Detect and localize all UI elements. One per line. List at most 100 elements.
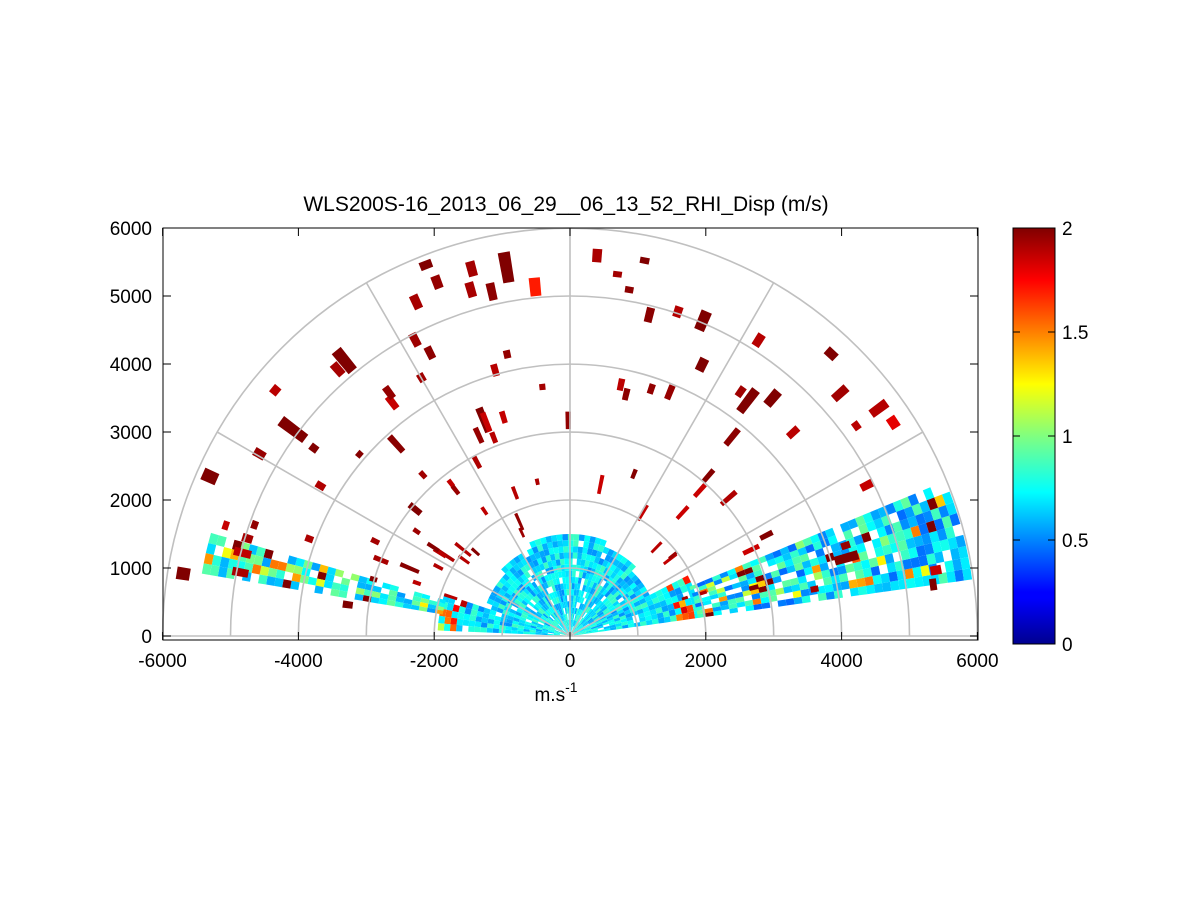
high-value-segment <box>650 541 663 554</box>
data-cell <box>581 620 588 626</box>
data-cell <box>876 526 888 538</box>
high-value-segment <box>840 540 851 551</box>
data-cell <box>513 555 521 564</box>
data-cell <box>938 505 950 518</box>
data-cell <box>553 633 560 635</box>
data-cell <box>259 565 270 576</box>
data-cell <box>595 608 602 614</box>
data-cell <box>555 577 561 585</box>
data-cell <box>636 608 644 615</box>
data-cell <box>595 620 602 625</box>
data-cell <box>657 617 665 624</box>
data-cell <box>536 601 543 608</box>
high-value-segment <box>734 385 747 399</box>
data-cell <box>513 617 520 623</box>
data-cell <box>879 535 890 547</box>
data-cell <box>577 577 582 584</box>
data-cell <box>560 622 565 628</box>
high-value-segment <box>485 282 498 302</box>
data-cell <box>570 626 573 633</box>
data-cell <box>926 497 939 511</box>
high-value-segment <box>639 256 650 265</box>
data-cell <box>543 588 549 596</box>
data-cell <box>537 623 544 627</box>
data-cell <box>560 595 564 603</box>
data-cell <box>481 617 489 624</box>
data-cell <box>619 599 627 607</box>
data-cell <box>651 618 659 625</box>
data-cell <box>797 575 807 584</box>
data-cell <box>578 596 583 603</box>
chart-title: WLS200S-16_2013_06_29__06_13_52_RHI_Disp… <box>303 193 828 216</box>
data-cell <box>620 556 628 565</box>
data-cell <box>456 624 463 632</box>
data-cell <box>591 613 598 619</box>
data-cell <box>952 558 963 571</box>
data-cell <box>492 628 499 633</box>
data-cell <box>315 578 325 588</box>
data-cell <box>411 600 421 607</box>
data-cell <box>463 613 471 621</box>
data-cell <box>536 626 543 631</box>
colorbar-tick-label: 0.5 <box>1062 531 1088 552</box>
data-cell <box>759 591 769 599</box>
data-cell <box>545 554 552 562</box>
data-cell <box>634 589 642 597</box>
data-cell <box>573 607 576 614</box>
data-cell <box>837 565 847 575</box>
data-cell <box>548 628 555 632</box>
data-cell <box>547 631 555 634</box>
data-cell <box>562 534 568 541</box>
data-cell <box>821 569 831 579</box>
data-cell <box>553 632 560 635</box>
data-cell <box>546 609 552 615</box>
data-cell <box>809 533 821 544</box>
high-value-segment <box>432 562 444 571</box>
data-cell <box>936 528 948 541</box>
high-value-segment <box>510 486 520 500</box>
data-cell <box>708 589 718 596</box>
high-value-segment <box>810 585 819 593</box>
data-cell <box>650 613 658 620</box>
data-cell <box>217 566 228 578</box>
data-cell <box>525 555 533 564</box>
data-cell <box>586 586 592 594</box>
data-cell <box>523 597 530 604</box>
data-cell <box>620 564 629 573</box>
data-cell <box>580 597 585 604</box>
data-cell <box>557 571 563 578</box>
data-cell <box>564 620 567 627</box>
high-value-segment <box>465 260 478 278</box>
data-cell <box>634 578 642 586</box>
data-cell <box>825 591 835 600</box>
data-cell <box>608 586 615 594</box>
high-value-segment <box>470 547 481 557</box>
data-cell <box>704 607 714 614</box>
data-cell <box>717 591 727 598</box>
data-cell <box>880 572 890 584</box>
data-cell <box>554 604 559 611</box>
data-cell <box>855 515 866 527</box>
data-cell <box>358 575 368 584</box>
data-cell <box>533 616 540 622</box>
data-cell <box>524 621 532 626</box>
data-cell <box>325 573 335 583</box>
high-value-segment <box>450 484 461 496</box>
data-cell <box>381 582 392 590</box>
data-cell <box>450 617 458 625</box>
data-cell <box>734 565 744 573</box>
data-cell <box>897 539 908 552</box>
data-cell <box>639 616 646 623</box>
data-cell <box>508 585 516 593</box>
data-cell <box>547 600 553 607</box>
high-value-segment <box>612 270 623 278</box>
data-cell <box>602 559 609 568</box>
data-cell <box>540 556 548 564</box>
data-cell <box>547 617 553 623</box>
data-cell <box>560 632 567 635</box>
data-cell <box>555 597 560 604</box>
data-cell <box>499 599 508 607</box>
data-cell <box>501 565 510 574</box>
data-cell <box>512 620 519 625</box>
data-cell <box>516 568 525 577</box>
